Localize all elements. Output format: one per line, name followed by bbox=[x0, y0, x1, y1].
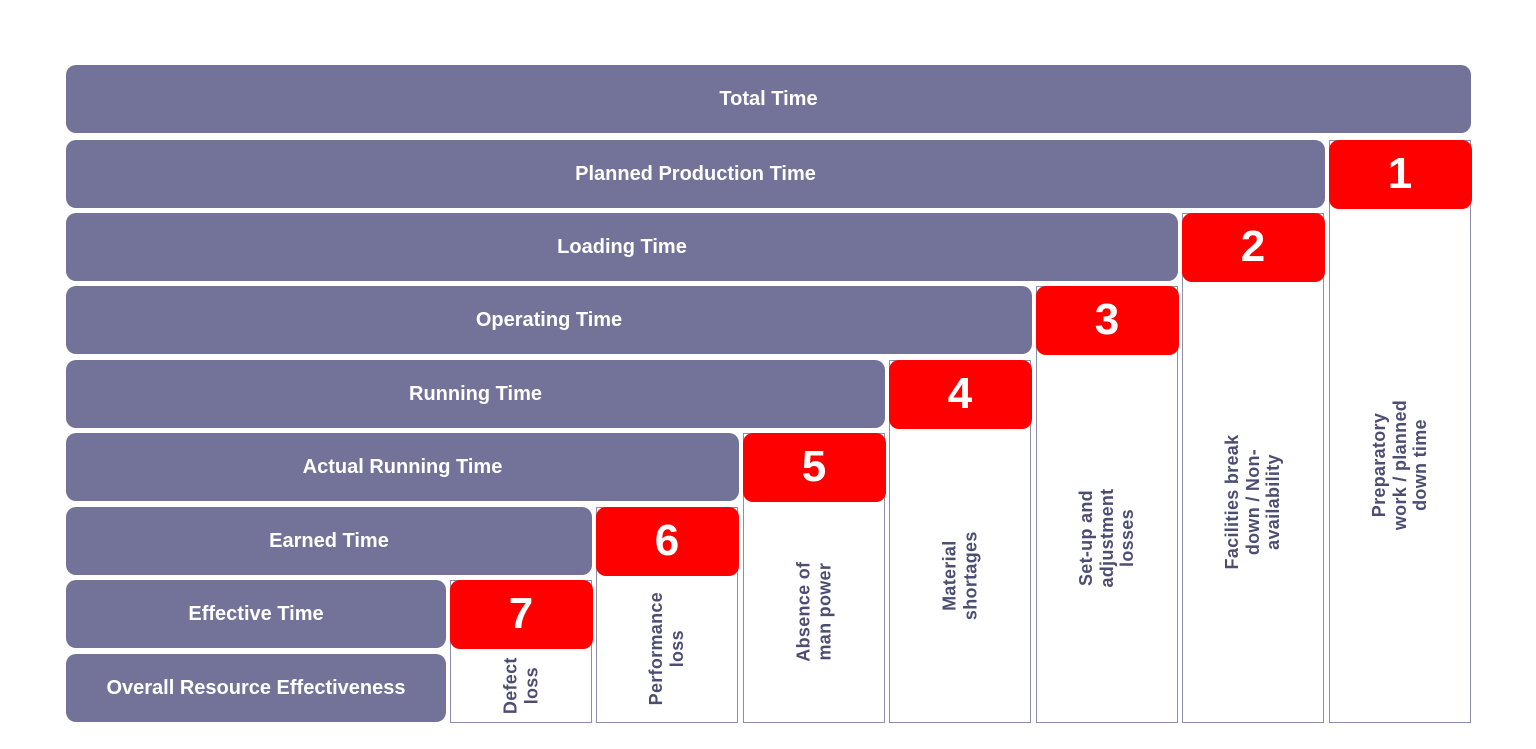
bar-running-time: Running Time bbox=[66, 360, 885, 428]
loss-label: Defect loss bbox=[500, 657, 541, 714]
loss-label-area: Facilities break down / Non-availability bbox=[1183, 282, 1323, 722]
bar-label: Effective Time bbox=[188, 602, 324, 625]
loss-label-area: Defect loss bbox=[451, 649, 591, 722]
bar-label: Operating Time bbox=[475, 308, 623, 331]
bar-label: Running Time bbox=[409, 382, 542, 405]
loss-column-setup-adjustment: 3 Set-up and adjustment losses bbox=[1035, 285, 1179, 723]
loss-badge-5: 5 bbox=[742, 432, 886, 502]
loss-number: 1 bbox=[1387, 149, 1413, 198]
loss-label-area: Material shortages bbox=[890, 429, 1030, 722]
bar-label: Earned Time bbox=[269, 529, 389, 552]
bar-effective-time: Effective Time bbox=[66, 580, 446, 648]
loss-badge-1: 1 bbox=[1328, 139, 1472, 209]
loss-label-area: Absence of man power bbox=[744, 502, 884, 722]
loss-label: Preparatory work / planned down time bbox=[1368, 400, 1431, 531]
loss-label-area: Preparatory work / planned down time bbox=[1330, 209, 1470, 722]
loss-badge-3: 3 bbox=[1035, 285, 1179, 355]
loss-number: 4 bbox=[947, 369, 973, 418]
bar-label: Total Time bbox=[719, 87, 818, 110]
loss-number: 3 bbox=[1094, 295, 1120, 344]
loss-number: 6 bbox=[654, 516, 680, 565]
loss-label-area: Performance loss bbox=[597, 576, 737, 722]
bar-overall-resource-effectiveness: Overall Resource Effectiveness bbox=[66, 654, 446, 722]
bar-earned-time: Earned Time bbox=[66, 507, 592, 575]
bar-operating-time: Operating Time bbox=[66, 286, 1032, 354]
loss-column-facilities-breakdown: 2 Facilities break down / Non-availabili… bbox=[1181, 212, 1325, 723]
loss-label-area: Set-up and adjustment losses bbox=[1037, 355, 1177, 722]
loss-column-material-shortages: 4 Material shortages bbox=[888, 359, 1032, 723]
loss-badge-4: 4 bbox=[888, 359, 1032, 429]
bar-label: Planned Production Time bbox=[575, 162, 816, 185]
bar-label: Overall Resource Effectiveness bbox=[106, 676, 406, 699]
loss-column-preparatory-work: 1 Preparatory work / planned down time bbox=[1328, 139, 1472, 723]
bar-loading-time: Loading Time bbox=[66, 213, 1178, 281]
loss-label: Facilities break down / Non-availability bbox=[1221, 434, 1284, 570]
loss-badge-2: 2 bbox=[1181, 212, 1325, 282]
loss-label: Performance loss bbox=[646, 592, 687, 706]
bar-total-time: Total Time bbox=[66, 65, 1471, 133]
loss-number: 7 bbox=[508, 589, 534, 638]
loss-column-absence-manpower: 5 Absence of man power bbox=[742, 432, 886, 723]
bar-label: Loading Time bbox=[557, 235, 687, 258]
loss-number: 5 bbox=[801, 442, 827, 491]
loss-column-defect-loss: 7 Defect loss bbox=[449, 579, 593, 723]
bar-planned-production-time: Planned Production Time bbox=[66, 140, 1325, 208]
bar-actual-running-time: Actual Running Time bbox=[66, 433, 739, 501]
loss-label: Absence of man power bbox=[793, 561, 834, 663]
loss-number: 2 bbox=[1240, 222, 1266, 271]
loss-column-performance-loss: 6 Performance loss bbox=[595, 506, 739, 723]
bar-label: Actual Running Time bbox=[302, 455, 503, 478]
loss-badge-7: 7 bbox=[449, 579, 593, 649]
loss-badge-6: 6 bbox=[595, 506, 739, 576]
loss-label: Material shortages bbox=[939, 531, 980, 620]
loss-label: Set-up and adjustment losses bbox=[1075, 489, 1138, 589]
